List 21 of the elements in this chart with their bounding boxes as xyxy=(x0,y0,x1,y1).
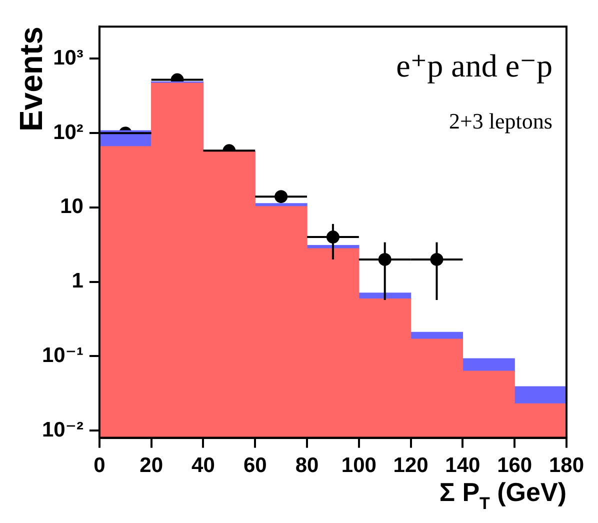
y-tick-label: 10² xyxy=(53,120,84,144)
y-tick-label: 10³ xyxy=(53,46,84,70)
y-axis-title: Events xyxy=(13,26,49,132)
bar xyxy=(462,358,515,372)
y-tick-label: 10⁻¹ xyxy=(42,344,84,368)
x-tick-label: 20 xyxy=(140,454,164,478)
annotation: 2+3 leptons xyxy=(449,108,552,134)
x-tick-label: 40 xyxy=(192,454,215,478)
x-tick-label: 140 xyxy=(445,454,480,478)
bar xyxy=(514,386,566,404)
x-tick-label: 0 xyxy=(94,454,106,478)
x-tick-label: 160 xyxy=(497,454,532,478)
x-tick-label: 60 xyxy=(243,454,267,478)
x-tick-label: 180 xyxy=(548,454,584,478)
x-tick-label: 120 xyxy=(393,454,428,478)
y-tick-label: 10 xyxy=(60,195,84,218)
y-tick-label: 10⁻² xyxy=(42,418,84,442)
annotation: e⁺p and e⁻p xyxy=(396,48,552,84)
x-tick-label: 100 xyxy=(341,454,376,478)
y-tick-label: 1 xyxy=(72,270,84,293)
x-tick-label: 80 xyxy=(295,454,319,478)
